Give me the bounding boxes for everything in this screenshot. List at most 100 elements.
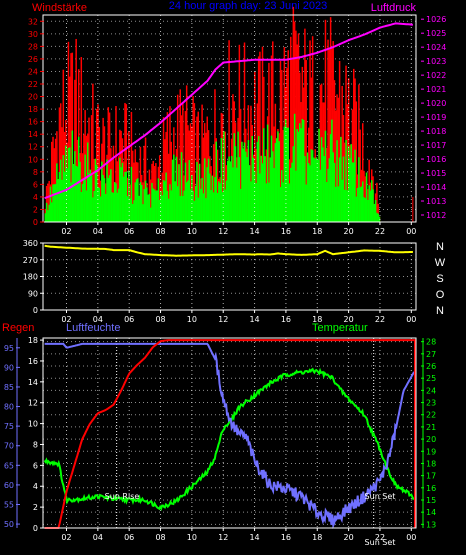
wind-bar [270,135,273,222]
climate-xtick-label: 20 [344,533,354,542]
gust-bar [85,135,88,222]
wind-bar [245,151,247,222]
humidity-ytick-label: 90 [4,363,14,372]
gust-bar [176,94,179,222]
wind-ytick-label: 0 [33,218,38,227]
pressure-line [44,22,413,200]
wind-bar [377,213,379,222]
pressure-ytick-label: 1019 [426,113,446,122]
rain-ytick-label: 16 [28,357,38,366]
rain-ytick-label: 14 [28,378,38,387]
wind-bar [273,168,275,222]
wind-bar [125,171,128,222]
wind-bar [335,186,337,222]
wind-bar [129,198,131,222]
gust-bar [169,106,171,222]
direction-label-n-top: N [436,241,444,253]
wind-xtick-label: 02 [61,227,71,236]
temperature-ytick-label: 23 [426,399,436,408]
wind-bar [197,197,199,222]
wind-bar [278,141,280,222]
pressure-ytick-label: 1016 [426,155,446,164]
pressure-ytick-label: 1015 [426,169,446,178]
gust-bar [309,40,311,222]
wind-bar [198,163,201,222]
climate-xtick-label: 02 [61,533,71,542]
wind-bar [152,188,155,222]
rain-ytick-label: 10 [28,420,38,429]
wind-bar [137,178,139,222]
wind-bar [101,161,103,222]
wind-bar [295,170,297,222]
wind-bar [211,175,214,222]
humidity-axis-label: Luftfeuchte [66,322,120,334]
gust-bar [376,182,378,222]
gust-bar [52,136,54,222]
gust-bar [112,145,115,222]
rain-ytick-label: 2 [33,503,38,512]
gust-bar [328,49,331,222]
wind-ytick-label: 10 [28,155,38,164]
wind-bar [61,179,63,222]
wind-bar [367,199,369,222]
pressure-axis-label: Luftdruck [371,2,417,14]
direction-line [44,244,413,257]
wind-bar [80,191,83,222]
humidity-ytick-label: 80 [4,403,14,412]
wind-bar [350,144,352,222]
direction-xtick-label: 18 [312,315,322,324]
wind-bar [252,157,255,222]
wind-bar [237,131,239,222]
gust-bar [355,101,358,222]
wind-bar [322,147,324,222]
wind-bar [173,154,175,222]
wind-bar [369,190,372,222]
gust-bar [212,144,215,222]
gust-bar [335,110,337,222]
wind-bar [220,137,223,222]
gust-bar [192,96,194,222]
wind-bar [228,156,230,222]
wind-bar [355,196,358,222]
gust-bar [48,180,50,222]
wind-ytick-label: 12 [28,143,38,152]
sunset-label: Sun Set [365,492,396,501]
gust-bar [185,85,188,222]
temperature-ytick-label: 28 [426,338,436,347]
wind-bar [196,161,198,222]
rain-ytick-label: 4 [33,482,38,491]
gust-bar [142,182,144,222]
climate-xtick-label: 22 [375,533,385,542]
wind-bar [260,155,262,222]
wind-bar [112,192,115,222]
wind-xtick-label: 18 [312,227,322,236]
rain-ytick-label: 12 [28,399,38,408]
gust-bar [164,139,166,222]
gust-bar [281,69,283,223]
wind-bar [203,158,206,222]
wind-bar [184,162,187,222]
rain-ytick-label: 6 [33,461,38,470]
wind-bar [268,182,270,222]
wind-bar [58,171,61,222]
wind-bar [79,161,81,222]
pressure-ytick-label: 1024 [426,43,446,52]
humidity-line [44,342,415,530]
wind-bar [302,120,305,222]
wind-bar [205,198,207,222]
wind-bar [299,123,301,222]
wind-bar [349,158,351,222]
wind-bar [95,164,98,222]
wind-xtick-label: 20 [344,227,354,236]
wind-bar [314,158,316,222]
wind-bar [146,187,148,222]
temperature-ytick-label: 13 [426,520,436,529]
wind-bar [234,146,237,222]
humidity-ytick-label: 75 [4,422,14,431]
wind-bar [251,135,253,222]
wind-bar [156,190,158,222]
wind-bar [275,138,278,222]
gust-bar [295,30,297,223]
gust-bar [243,42,246,223]
gust-bar [149,179,152,222]
